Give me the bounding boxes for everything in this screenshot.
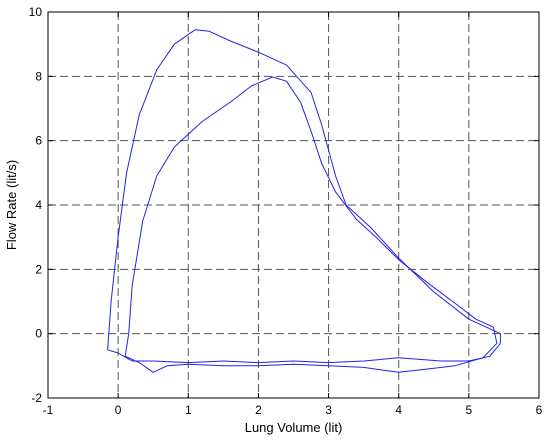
x-axis-label: Lung Volume (lit) xyxy=(245,420,343,435)
x-tick-labels: -1 0 1 2 3 4 5 6 xyxy=(43,403,543,417)
x-tick-label: 4 xyxy=(395,403,402,417)
y-tick-label: 4 xyxy=(35,198,42,212)
series-layer xyxy=(107,29,501,373)
y-tick-labels: -2 0 2 4 6 8 10 xyxy=(29,5,43,405)
x-tick-label: 1 xyxy=(185,403,192,417)
x-tick-label: 2 xyxy=(255,403,262,417)
series-line-2 xyxy=(124,76,498,373)
series-line-1 xyxy=(107,29,501,364)
x-tick-label: 3 xyxy=(325,403,332,417)
y-axis-label: Flow Rate (lit/s) xyxy=(4,160,19,250)
x-tick-label: -1 xyxy=(43,403,54,417)
tick-marks xyxy=(47,11,540,399)
x-tick-label: 0 xyxy=(115,403,122,417)
y-tick-label: -2 xyxy=(31,391,42,405)
x-tick-label: 6 xyxy=(536,403,543,417)
y-tick-label: 6 xyxy=(35,134,42,148)
y-tick-label: 0 xyxy=(35,327,42,341)
y-tick-label: 8 xyxy=(35,69,42,83)
grid-lines xyxy=(48,12,539,398)
x-tick-label: 5 xyxy=(466,403,473,417)
y-tick-label: 10 xyxy=(29,5,43,19)
y-tick-label: 2 xyxy=(35,262,42,276)
